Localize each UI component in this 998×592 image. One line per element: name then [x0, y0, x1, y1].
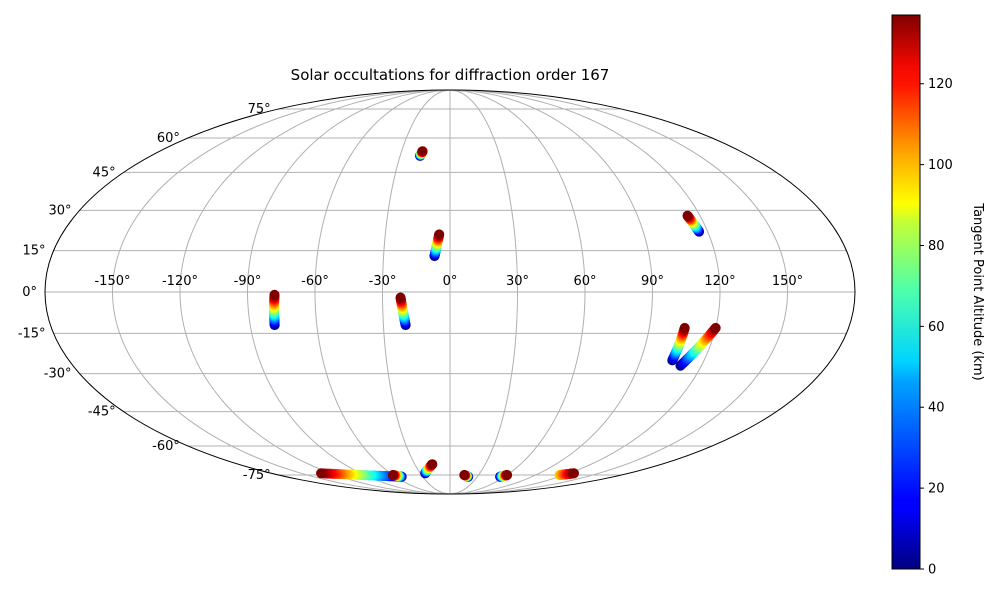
occultation-track	[495, 470, 513, 482]
latitude-tick-label: -75°	[243, 468, 271, 483]
data-point	[316, 468, 327, 479]
colorbar-ticks: 0 20 40 60 80 100 120	[920, 77, 953, 578]
occultation-track	[269, 289, 280, 331]
longitude-tick-label: -90°	[234, 274, 262, 289]
longitude-tick-label: 0°	[443, 274, 458, 289]
occultation-track	[395, 292, 411, 331]
data-point	[710, 322, 721, 333]
longitude-tick-label: -120°	[162, 274, 198, 289]
colorbar-label: Tangent Point Altitude (km)	[970, 202, 985, 380]
data-point	[269, 289, 280, 300]
occultation-track	[420, 459, 438, 479]
colorbar-tick-label: 100	[928, 158, 953, 173]
data-point	[568, 468, 579, 479]
occultation-track	[429, 229, 445, 262]
longitude-tick-label: 120°	[704, 274, 735, 289]
colorbar: 0 20 40 60 80 100 120 Tangent Point Altitude (…	[891, 14, 985, 578]
colorbar-tick-label: 0	[928, 563, 936, 578]
data-point	[387, 470, 398, 481]
occultation-track	[387, 470, 407, 482]
latitude-tick-label: -45°	[88, 405, 116, 420]
colorbar-tick-label: 60	[928, 320, 945, 335]
colorbar-tick-label: 80	[928, 239, 945, 254]
map-outline	[44, 89, 856, 495]
occultation-track	[459, 470, 474, 482]
longitude-tick-label: 60°	[573, 274, 596, 289]
occultation-track	[415, 146, 428, 161]
latitude-tick-labels: 75° 60° 45° 30° 15° 0° -15° -30° -45° -60° -75°	[18, 102, 271, 483]
longitude-tick-labels: -150° -120° -90° -60° -30° 0° 30° 60° 90° 120° 150…	[94, 274, 803, 289]
data-point	[434, 229, 445, 240]
latitude-tick-label: -15°	[18, 326, 46, 341]
latitude-tick-label: 0°	[22, 285, 37, 300]
data-point	[679, 322, 690, 333]
colorbar-tick-label: 120	[928, 77, 953, 92]
colorbar-tick-label: 20	[928, 482, 945, 497]
longitude-tick-label: 90°	[641, 274, 664, 289]
longitude-tick-label: -60°	[301, 274, 329, 289]
longitude-tick-label: 150°	[772, 274, 803, 289]
chart-title: Solar occultations for diffraction order…	[291, 66, 610, 84]
data-point	[395, 292, 406, 303]
latitude-tick-label: -60°	[152, 439, 180, 454]
colorbar-tick-label: 40	[928, 401, 945, 416]
colorbar-gradient	[891, 14, 921, 570]
occultation-track	[675, 322, 721, 371]
latitude-tick-label: 45°	[93, 165, 116, 180]
occultation-track	[316, 468, 405, 482]
occultation-track	[667, 322, 690, 366]
occultation-track	[682, 210, 705, 237]
longitude-tick-label: -150°	[94, 274, 130, 289]
latitude-tick-label: -30°	[44, 367, 72, 382]
latitude-tick-label: 60°	[157, 131, 180, 146]
occultation-tracks	[269, 146, 721, 482]
latitude-tick-label: 75°	[248, 102, 271, 117]
data-point	[417, 146, 428, 157]
data-point	[427, 459, 438, 470]
latitude-tick-label: 15°	[23, 244, 46, 259]
data-point	[682, 210, 693, 221]
longitude-tick-label: 30°	[506, 274, 529, 289]
data-point	[502, 470, 513, 481]
graticule	[45, 89, 855, 495]
occultation-track	[554, 468, 579, 481]
longitude-tick-label: -30°	[369, 274, 397, 289]
latitude-tick-label: 30°	[48, 203, 71, 218]
data-point	[459, 470, 470, 481]
